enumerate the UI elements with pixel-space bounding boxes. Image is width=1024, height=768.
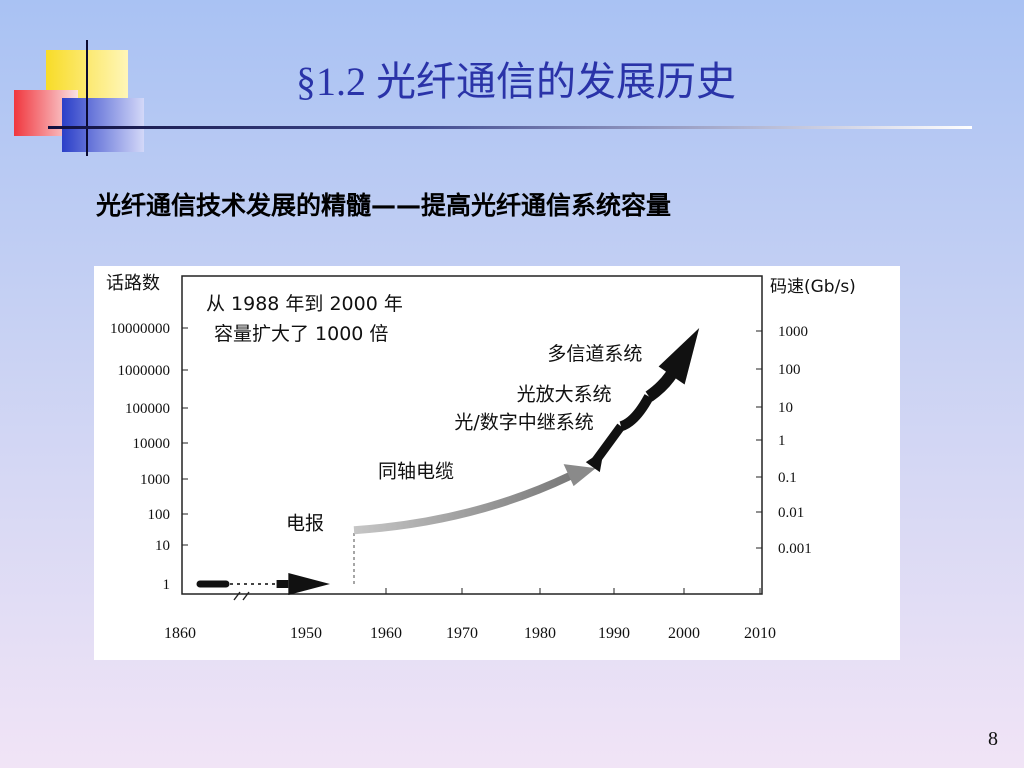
- title-underline: [48, 126, 972, 129]
- x-tick-label: 1970: [446, 625, 478, 642]
- x-tick-label: 2000: [668, 625, 700, 642]
- annotation-line-2: 容量扩大了 1000 倍: [214, 323, 388, 345]
- deco-vertical-line: [86, 40, 88, 156]
- x-tick-label: 1950: [290, 625, 322, 642]
- stage-label-multichannel: 多信道系统: [547, 343, 642, 365]
- x-tick-label: 1960: [370, 625, 402, 642]
- chart-svg: 话路数 码速(Gb/s) 从 1988 年到 2000 年 容量扩大了 1000…: [106, 273, 856, 642]
- left-tick-label: 100: [148, 507, 171, 523]
- x-tick-label: 1980: [524, 625, 556, 642]
- slide-subtitle: 光纤通信技术发展的精髓——提高光纤通信系统容量: [96, 191, 672, 220]
- left-tick-label: 1: [163, 577, 171, 593]
- left-tick-label: 1000000: [118, 363, 171, 379]
- capacity-chart: 话路数 码速(Gb/s) 从 1988 年到 2000 年 容量扩大了 1000…: [94, 266, 900, 660]
- telegraph-arrowhead: [288, 573, 330, 595]
- annotation-line-1: 从 1988 年到 2000 年: [206, 293, 403, 315]
- stage-label-telegraph: 电报: [286, 513, 324, 535]
- axis-break-mark: [233, 591, 241, 601]
- stage-label-repeater: 光/数字中继系统: [454, 411, 593, 433]
- left-tick-label: 10000: [133, 436, 171, 452]
- x-tick-label: 1990: [598, 625, 630, 642]
- left-tick-label: 100000: [125, 401, 170, 417]
- right-axis-label: 码速(Gb/s): [770, 277, 856, 297]
- page-number: 8: [988, 728, 998, 750]
- left-axis-label: 话路数: [106, 273, 160, 294]
- right-tick-label: 0.01: [778, 505, 804, 521]
- coax-arrowhead: [563, 464, 596, 487]
- x-tick-label: 2010: [744, 625, 776, 642]
- right-tick-label: 0.1: [778, 470, 797, 486]
- right-tick-label: 0.001: [778, 541, 812, 557]
- x-tick-label: 1860: [164, 625, 196, 642]
- amplifier-segment: [619, 394, 654, 432]
- multichannel-arrowhead: [658, 328, 700, 385]
- plot-frame: [181, 275, 763, 595]
- deco-blue-square: [62, 98, 144, 152]
- right-tick-label: 10: [778, 400, 793, 416]
- left-tick-label: 10: [155, 538, 170, 554]
- repeater-arrowhead: [585, 450, 604, 473]
- stage-label-coax: 同轴电缆: [378, 461, 454, 483]
- axis-break-mark: [242, 591, 250, 601]
- left-tick-label: 1000: [140, 472, 170, 488]
- slide-title: §1.2 光纤通信的发展历史: [296, 59, 736, 104]
- left-tick-label: 10000000: [110, 321, 170, 337]
- stage-label-amplifier: 光放大系统: [517, 383, 612, 405]
- right-tick-label: 1: [778, 433, 786, 449]
- right-tick-label: 100: [778, 362, 801, 378]
- right-tick-label: 1000: [778, 324, 808, 340]
- coax-curve: [353, 472, 572, 535]
